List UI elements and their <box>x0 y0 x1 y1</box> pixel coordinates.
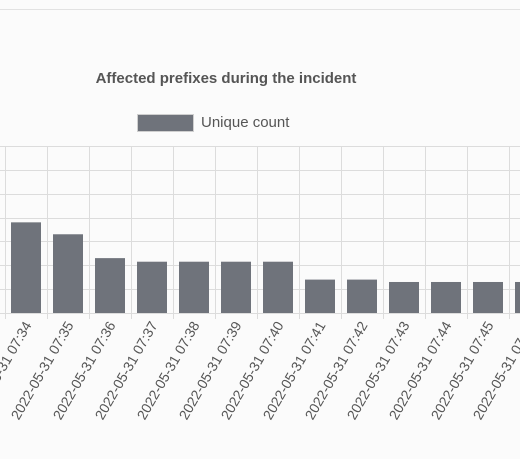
bar <box>431 281 461 313</box>
bar <box>221 261 251 313</box>
bar <box>53 234 83 313</box>
top-divider <box>0 9 520 10</box>
bar <box>263 261 293 313</box>
bar <box>11 222 41 313</box>
bar <box>347 279 377 313</box>
legend-swatch <box>137 114 194 132</box>
chart-title: Affected prefixes during the incident <box>95 70 357 87</box>
bar <box>95 258 125 313</box>
bar <box>179 261 209 313</box>
legend-label: Unique count <box>201 114 290 131</box>
bar <box>515 281 520 313</box>
bar <box>473 281 503 313</box>
bar <box>137 261 167 313</box>
bar <box>389 281 419 313</box>
bar <box>305 279 335 313</box>
